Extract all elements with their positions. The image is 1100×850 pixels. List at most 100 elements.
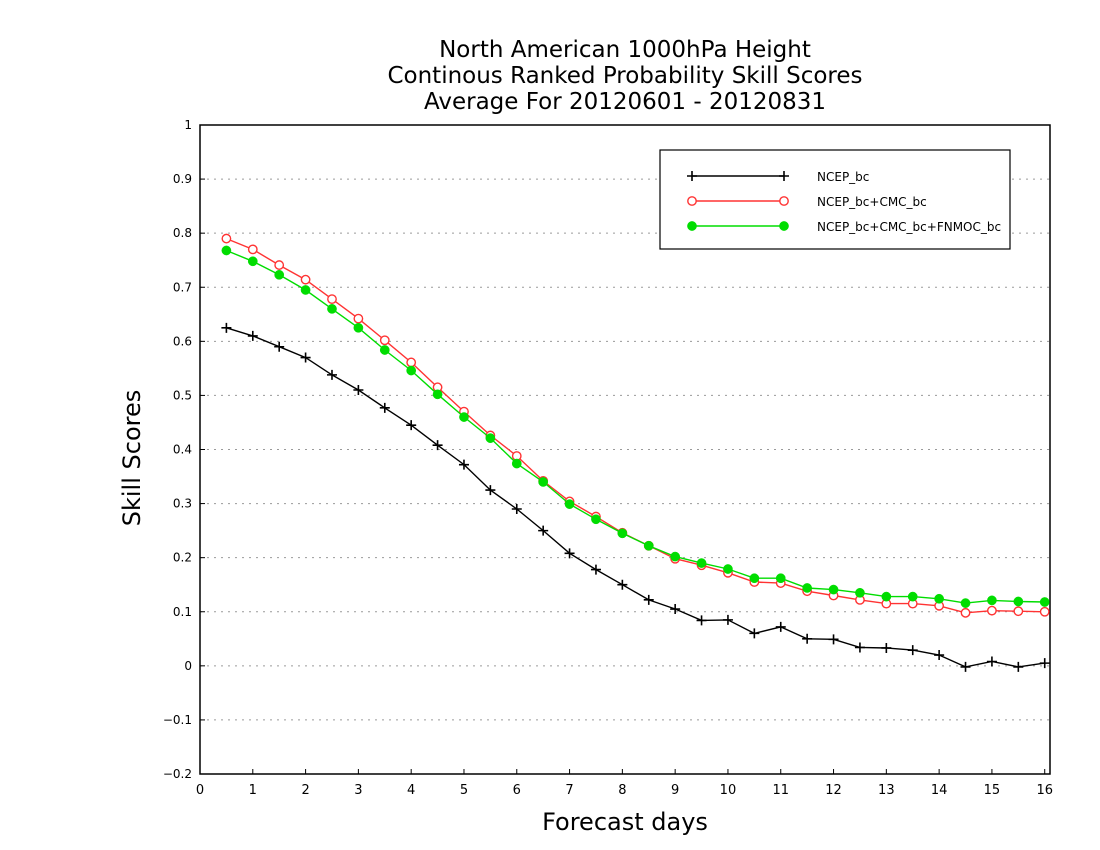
open-circle-marker [987,605,997,616]
series-3 [221,245,1050,608]
y-tick-label: 0.9 [173,172,192,186]
x-tick-label: 14 [931,783,948,798]
y-tick-label: 0.8 [173,226,192,240]
filled-circle-marker [934,593,944,604]
filled-circle-marker [802,583,812,593]
y-tick-label: −0.1 [163,713,192,727]
open-circle-marker [300,274,311,285]
x-tick-label: 3 [354,783,362,798]
plus-marker [564,548,575,559]
x-tick-label: 1 [249,783,257,798]
plus-marker [986,656,997,667]
x-tick-label: 5 [460,783,468,798]
series-2 [221,233,1050,618]
filled-circle-marker [591,514,601,525]
plus-marker [696,615,707,626]
plus-marker [432,440,443,451]
plus-marker [907,645,918,656]
open-circle-marker [247,244,258,255]
series-1 [221,322,1050,672]
series-lines [221,233,1050,672]
filled-circle-marker [485,433,496,443]
plus-marker [617,579,628,590]
plus-marker [274,341,285,352]
filled-circle-marker [617,528,628,539]
open-circle-marker [687,196,697,206]
plus-marker [722,614,733,625]
y-tick-label: 0.5 [173,388,192,402]
x-tick-label: 2 [301,783,309,798]
x-axis-ticks: 0 1 2 3 4 5 6 7 8 9 10 11 12 13 14 15 16 [196,769,1053,798]
x-tick-label: 13 [878,783,895,798]
plus-marker [406,420,417,431]
open-circle-marker [406,357,417,368]
x-tick-label: 9 [671,783,679,798]
y-tick-label: 0.3 [173,497,192,511]
filled-circle-marker [881,591,892,602]
plus-marker [934,650,945,661]
y-tick-label: 0.1 [173,605,192,619]
plus-marker [854,642,865,653]
grid-lines [200,178,1050,721]
filled-circle-marker [907,591,918,602]
plus-marker [1013,661,1024,672]
x-tick-label: 16 [1036,783,1053,798]
filled-circle-marker [687,221,697,231]
x-tick-label: 8 [618,783,626,798]
y-tick-label: 0 [184,659,192,673]
plus-marker [779,171,789,181]
plus-marker [802,633,813,644]
filled-circle-marker [432,389,443,400]
chart-title-line-1: North American 1000hPa Height [439,37,811,63]
legend-label: NCEP_bc+CMC_bc [817,195,927,209]
filled-circle-marker [274,269,285,280]
legend-item-1: NCEP_bc [687,170,869,184]
legend-label: NCEP_bc+CMC_bc+FNMOC_bc [817,220,1001,234]
filled-circle-marker [327,304,337,314]
open-circle-marker [221,233,232,244]
filled-circle-marker [1039,597,1050,607]
filled-circle-marker [221,245,232,256]
plus-marker [687,171,697,181]
plus-marker [379,402,390,413]
y-tick-label: 1 [184,118,192,132]
filled-circle-marker [406,365,417,376]
plus-marker [485,485,496,496]
x-tick-label: 4 [407,783,415,798]
plus-marker [326,369,337,380]
y-tick-label: 0.6 [173,334,192,348]
legend: NCEP_bc NCEP_bc+CMC_bc NCEP_bc+CMC_bc+FNMO… [659,149,1011,250]
plus-marker [749,628,760,639]
plus-marker [590,564,601,575]
open-circle-marker [353,313,364,324]
x-tick-label: 15 [984,783,1001,798]
open-circle-marker [779,196,789,206]
filled-circle-marker [960,598,971,608]
filled-circle-marker [247,256,258,267]
x-tick-label: 10 [720,783,737,798]
legend-box [659,149,1011,250]
filled-circle-marker [1013,596,1024,607]
plus-marker [881,642,892,653]
chart-title-line-3: Average For 20120601 - 20120831 [423,89,827,115]
x-tick-label: 0 [196,783,204,798]
plus-marker [643,594,654,605]
filled-circle-marker [300,285,311,295]
plus-marker [221,322,232,333]
plus-marker [353,385,364,396]
y-tick-label: −0.2 [163,767,192,781]
series-line [226,327,1045,668]
filled-circle-marker [855,587,865,598]
legend-label: NCEP_bc [817,170,869,184]
plus-marker [670,604,681,615]
filled-circle-marker [696,558,707,568]
open-circle-marker [327,294,337,305]
x-axis-label: Forecast days [542,808,708,836]
filled-circle-marker [538,477,549,487]
y-tick-label: 0.7 [173,280,192,294]
series-line [226,237,1045,614]
y-tick-label: 0.2 [173,551,192,565]
filled-circle-marker [779,221,789,231]
filled-circle-marker [459,412,469,422]
